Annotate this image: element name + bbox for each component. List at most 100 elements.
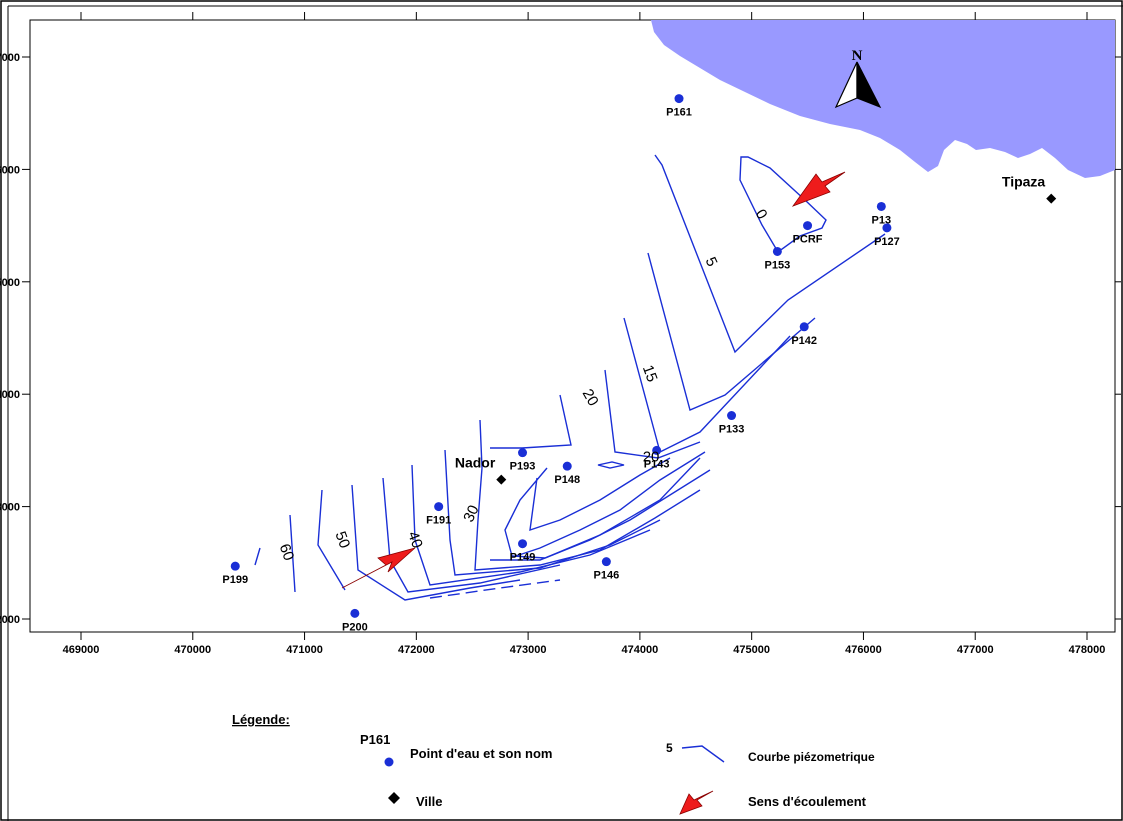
contour-label: 40 [404,529,426,550]
contour-lines [254,154,886,601]
contour-25 [504,457,701,559]
well-label: P143 [644,458,670,470]
contour-55 [317,489,346,591]
city-marker [496,474,507,485]
well-point [601,557,611,567]
well-label: P148 [554,474,580,486]
well-point [876,201,886,211]
contour-45 [382,477,561,593]
legend-contour-example: 5 [666,741,673,755]
contour-label: 50 [331,529,353,550]
x-tick-label: 472000 [398,644,435,656]
legend-contour-symbol [681,745,725,763]
well-point [674,94,684,104]
well-label: P149 [510,552,536,564]
well-label: P146 [594,570,620,582]
contour-dash [429,579,561,599]
x-tick-label: 477000 [957,644,994,656]
contour-0-loop [739,156,827,254]
y-tick-label: 365000 [0,277,20,289]
contour-20 [490,394,572,449]
city-label: Nador [455,455,496,471]
contour-15 [623,317,791,454]
legend-flow-arrow [679,790,714,815]
contour-60 [289,514,296,593]
legend-contour-label: Courbe piézometrique [748,750,875,764]
contour-26 [529,457,671,532]
contour-40 [411,464,651,586]
contour-35 [444,449,661,576]
contour-label: 60 [276,542,298,563]
map-panel: N 469000 470000 471000 472000 473000 474000 47… [0,12,1121,656]
contour-0 [654,154,886,354]
legend-title: Légende: [232,712,290,727]
well-point [882,223,892,233]
legend-city-symbol [388,792,400,804]
x-axis: 469000 470000 471000 472000 473000 474000 4750… [63,12,1106,656]
well-points: P161P13P127PCRFP153P142P133P143P193P148F… [222,94,900,633]
x-tick-label: 476000 [845,644,882,656]
north-arrow-right [856,61,882,109]
contour-20b [604,369,701,459]
x-tick-label: 474000 [622,644,659,656]
legend-point-label: Point d'eau et son nom [410,746,553,761]
y-tick-label: 366000 [0,164,20,176]
contour-27 [597,461,625,469]
y-tick-label: 363000 [0,502,20,514]
well-point [434,502,444,512]
contour-label: 20 [643,449,660,466]
contour-label: 30 [460,503,482,525]
well-point [518,448,528,458]
well-label: P193 [510,461,536,473]
well-point [803,221,813,231]
well-label: P200 [342,621,368,633]
x-tick-label: 473000 [510,644,547,656]
x-tick-label: 469000 [63,644,100,656]
contour-30 [474,419,701,571]
well-point [518,539,528,549]
legend-city-label: Ville [416,794,443,809]
flow-arrow-shape [791,171,846,207]
city-points: Tipaza Nador [455,174,1057,485]
contour-28 [515,451,706,557]
y-axis: 367000 366000 365000 364000 363000 362000 [0,52,1121,626]
well-label: P199 [222,574,248,586]
well-point [799,322,809,332]
contour-29 [490,469,711,561]
well-label: PCRF [793,234,823,246]
city-marker [1046,193,1057,204]
y-tick-label: 362000 [0,614,20,626]
legend: Légende: P161 Point d'eau et son nom 5 C… [232,712,875,815]
contour-label: 20 [579,386,602,409]
north-label: N [852,48,863,64]
well-point [562,461,572,471]
well-label: P133 [719,424,745,436]
well-label: P161 [666,107,692,119]
well-label: P127 [874,236,900,248]
well-label: F191 [426,515,451,527]
legend-point-example: P161 [360,732,390,747]
contour-65 [254,547,261,566]
x-tick-label: 478000 [1069,644,1106,656]
well-point [230,561,240,571]
flow-arrow-shape [341,547,416,589]
sea-area [651,20,1115,178]
x-tick-label: 470000 [174,644,211,656]
well-point [772,246,782,256]
north-arrow: N [834,48,882,109]
flow-arrow-2 [341,547,416,589]
well-label: P142 [791,335,817,347]
well-label: P153 [765,259,791,271]
city-label: Tipaza [1002,174,1046,190]
y-tick-label: 367000 [0,52,20,64]
legend-flow-symbol [679,790,714,815]
contour-50 [351,484,521,601]
x-tick-label: 475000 [733,644,770,656]
y-tick-label: 364000 [0,389,20,401]
legend-flow-label: Sens d'écoulement [748,794,867,809]
well-point [652,445,662,455]
well-point [350,608,360,618]
legend-well-symbol [384,757,394,767]
contour-label: 15 [639,363,661,384]
